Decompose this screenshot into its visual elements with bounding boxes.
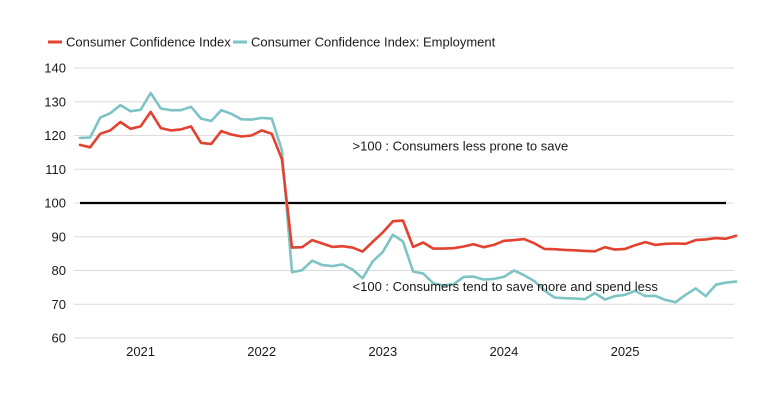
y-tick-label: 130 — [44, 94, 66, 109]
y-tick-label: 120 — [44, 128, 66, 143]
x-tick-label: 2025 — [611, 344, 640, 359]
annotation-label: <100 : Consumers tend to save more and s… — [353, 279, 659, 294]
x-tick-label: 2022 — [247, 344, 276, 359]
series-line-employment — [78, 91, 738, 304]
y-tick-label: 100 — [44, 196, 66, 211]
y-tick-label: 60 — [52, 331, 66, 346]
legend-label: Consumer Confidence Index — [66, 35, 231, 50]
x-tick-label: 2021 — [126, 344, 155, 359]
x-tick-label: 2024 — [489, 344, 518, 359]
y-tick-label: 90 — [52, 229, 66, 244]
y-axis-ticks: 60 70 80 90 100 110 120 130 140 — [44, 61, 66, 346]
annotation-label: >100 : Consumers less prone to save — [353, 139, 569, 154]
y-tick-label: 70 — [52, 297, 66, 312]
y-tick-label: 110 — [45, 162, 66, 177]
legend-label: Consumer Confidence Index: Employment — [251, 35, 496, 50]
y-tick-label: 80 — [52, 263, 66, 278]
x-axis-ticks: 2021 2022 2023 2024 2025 — [126, 344, 639, 359]
y-tick-label: 140 — [44, 61, 66, 76]
x-tick-label: 2023 — [368, 344, 397, 359]
series-line-consumer-confidence — [78, 110, 738, 253]
chart-annotations: >100 : Consumers less prone to save <100 … — [353, 139, 659, 294]
chart-legend: Consumer Confidence Index Consumer Confid… — [48, 35, 496, 50]
series-lines — [78, 91, 738, 304]
